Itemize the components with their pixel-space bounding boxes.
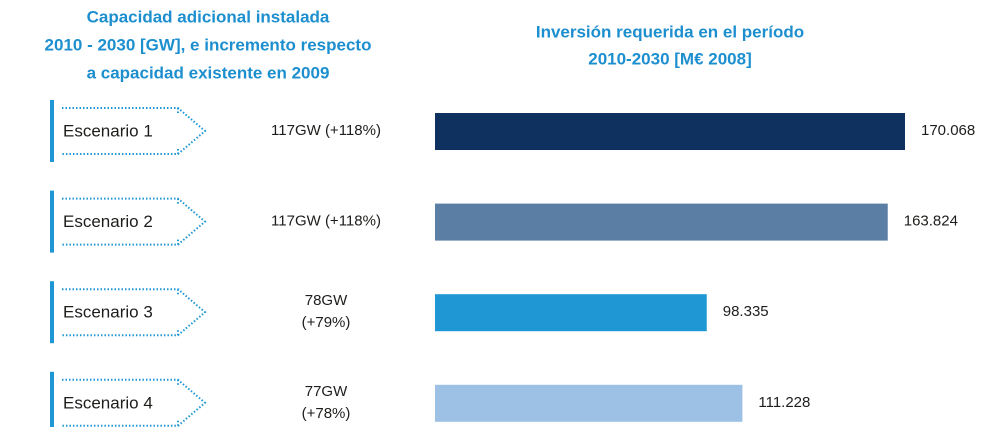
bar: [435, 203, 888, 241]
value-label: 111.228: [758, 394, 810, 411]
bar: [435, 294, 707, 332]
scenario-label: Escenario 4: [63, 393, 153, 412]
chart-title: 2010-2030 [M€ 2008]: [588, 49, 752, 68]
scenario-label: Escenario 3: [63, 303, 153, 322]
scenario-marker: [50, 371, 54, 427]
capacity-label: 77GW: [305, 383, 348, 400]
scenario-marker: [50, 281, 54, 344]
chart-title: Inversión requerida en el período: [536, 22, 804, 41]
bar: [435, 113, 905, 150]
capacity-label: (+78%): [302, 405, 351, 422]
scenario-arrow: [62, 197, 207, 246]
scenario-arrow: [62, 107, 207, 155]
capacity-label: 117GW (+118%): [271, 213, 381, 230]
scenario-arrow: [62, 378, 207, 427]
scenario-marker: [50, 190, 54, 253]
scenario-label: Escenario 1: [63, 121, 153, 140]
value-label: 170.068: [921, 122, 975, 139]
value-label: 98.335: [723, 303, 769, 320]
capacity-label: 117GW (+118%): [271, 122, 381, 139]
capacity-title: Capacidad adicional instalada: [87, 7, 330, 26]
capacity-label: (+79%): [302, 314, 351, 331]
scenario-arrow: [62, 288, 207, 337]
scenario-marker: [50, 100, 54, 162]
capacity-label: 78GW: [305, 292, 348, 309]
bar: [435, 384, 743, 422]
capacity-title: a capacidad existente en 2009: [87, 63, 330, 82]
scenario-label: Escenario 2: [63, 212, 153, 231]
capacity-title: 2010 - 2030 [GW], e incremento respecto: [45, 35, 372, 54]
value-label: 163.824: [904, 213, 958, 230]
